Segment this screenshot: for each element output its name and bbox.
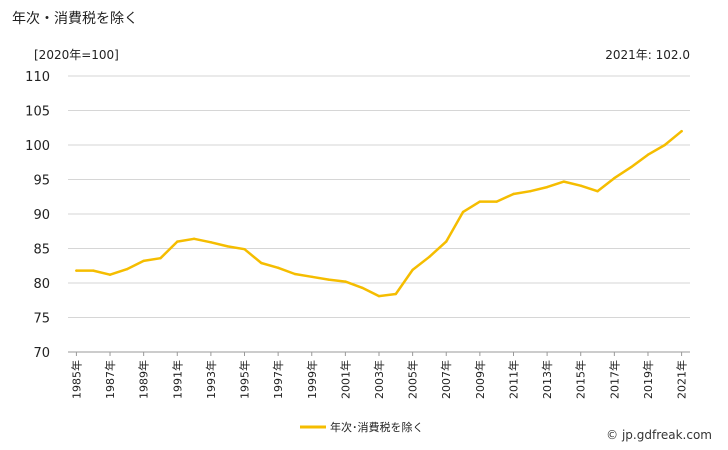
x-tick-label: 2007年 xyxy=(439,360,453,399)
y-tick-label: 110 xyxy=(25,70,50,85)
data-point xyxy=(159,256,162,260)
data-point xyxy=(293,272,297,276)
data-point xyxy=(209,241,213,244)
y-tick-label: 95 xyxy=(33,174,50,189)
x-tick-label: 2001年 xyxy=(338,360,352,399)
x-tick-label: 1987年 xyxy=(103,360,117,399)
x-tick-label: 1997年 xyxy=(271,360,285,399)
data-point xyxy=(461,210,465,214)
data-point xyxy=(276,266,280,270)
latest-value-label: 2021年: 102.0 xyxy=(605,48,690,62)
data-point xyxy=(176,240,179,243)
y-tick-label: 70 xyxy=(33,346,50,361)
data-point xyxy=(445,240,448,243)
unit-label: [2020年=100] xyxy=(34,48,119,62)
x-tick-label: 2009年 xyxy=(473,360,487,399)
data-point xyxy=(663,143,666,147)
data-point xyxy=(243,247,246,251)
data-point xyxy=(579,184,582,187)
data-point xyxy=(92,269,95,272)
data-point xyxy=(411,268,414,272)
data-point xyxy=(360,286,364,290)
x-tick-label: 2005年 xyxy=(406,360,420,399)
y-tick-label: 75 xyxy=(33,312,50,327)
data-point xyxy=(327,278,330,281)
data-point xyxy=(394,292,398,296)
data-point xyxy=(495,200,498,203)
data-point xyxy=(377,294,381,298)
y-tick-label: 105 xyxy=(25,105,50,120)
data-point xyxy=(108,273,112,276)
data-point xyxy=(310,275,313,278)
x-tick-label: 2017年 xyxy=(607,360,621,399)
data-point xyxy=(529,190,532,193)
data-point xyxy=(562,180,566,183)
data-point xyxy=(478,200,482,203)
x-tick-label: 1991年 xyxy=(170,360,184,399)
x-tick-label: 1999年 xyxy=(305,360,319,399)
x-tick-label: 1995年 xyxy=(238,360,252,399)
data-point xyxy=(75,269,78,272)
data-point xyxy=(226,245,229,248)
data-point xyxy=(142,259,145,263)
x-tick-label: 2003年 xyxy=(372,360,386,399)
data-point xyxy=(428,255,431,258)
y-tick-label: 80 xyxy=(33,277,50,292)
y-tick-label: 100 xyxy=(25,139,50,154)
legend-label: 年次･消費税を除く xyxy=(330,420,424,434)
x-tick-label: 2019年 xyxy=(641,360,655,399)
x-tick-label: 1989年 xyxy=(137,360,151,399)
x-tick-label: 2013年 xyxy=(540,360,554,399)
source-credit: © jp.gdfreak.com xyxy=(606,428,712,442)
x-tick-label: 2015年 xyxy=(574,360,588,399)
data-point xyxy=(192,237,196,241)
data-point xyxy=(545,185,549,189)
y-tick-label: 90 xyxy=(33,208,50,223)
data-point xyxy=(680,130,683,133)
y-tick-label: 85 xyxy=(33,243,50,258)
x-tick-label: 2011年 xyxy=(506,360,520,399)
x-tick-label: 1985年 xyxy=(69,360,83,399)
data-point xyxy=(629,165,633,169)
data-point xyxy=(125,268,129,271)
x-tick-label: 2021年 xyxy=(675,360,689,399)
data-point xyxy=(596,190,599,193)
data-point xyxy=(512,192,515,196)
data-point xyxy=(646,153,650,156)
data-point xyxy=(344,280,347,283)
chart-title: 年次・消費税を除く xyxy=(12,11,138,27)
data-point xyxy=(613,176,616,180)
data-point xyxy=(260,261,263,265)
x-tick-label: 1993年 xyxy=(204,360,218,399)
